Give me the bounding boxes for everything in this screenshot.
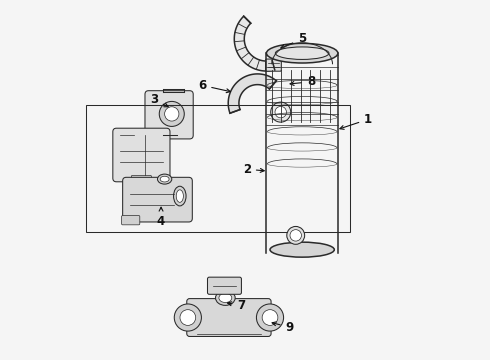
Polygon shape: [234, 16, 275, 71]
Ellipse shape: [173, 186, 186, 206]
Circle shape: [275, 107, 287, 118]
Circle shape: [165, 107, 179, 121]
Circle shape: [256, 304, 284, 331]
Circle shape: [180, 310, 196, 325]
Ellipse shape: [290, 230, 301, 241]
Circle shape: [159, 102, 184, 126]
FancyBboxPatch shape: [131, 175, 151, 185]
FancyBboxPatch shape: [207, 277, 242, 294]
Ellipse shape: [219, 293, 232, 302]
Text: 1: 1: [340, 113, 372, 129]
Ellipse shape: [270, 242, 334, 257]
FancyBboxPatch shape: [122, 216, 140, 225]
Text: 2: 2: [243, 163, 264, 176]
FancyBboxPatch shape: [266, 59, 281, 71]
Circle shape: [270, 102, 291, 122]
Ellipse shape: [267, 43, 338, 63]
Circle shape: [174, 304, 201, 331]
Text: 3: 3: [150, 93, 168, 107]
Polygon shape: [228, 74, 276, 113]
Ellipse shape: [287, 226, 305, 244]
FancyBboxPatch shape: [187, 298, 271, 337]
Circle shape: [262, 310, 278, 325]
Ellipse shape: [160, 176, 169, 182]
FancyBboxPatch shape: [145, 91, 193, 139]
Text: 5: 5: [281, 32, 306, 48]
Ellipse shape: [157, 174, 172, 184]
Ellipse shape: [216, 291, 235, 305]
Text: 6: 6: [198, 79, 230, 93]
Text: 9: 9: [272, 321, 294, 334]
FancyBboxPatch shape: [113, 128, 170, 182]
Text: 4: 4: [157, 207, 165, 228]
Ellipse shape: [176, 190, 183, 202]
Bar: [86, 105, 350, 232]
FancyBboxPatch shape: [122, 177, 192, 222]
Text: 8: 8: [290, 75, 315, 88]
Text: 7: 7: [227, 299, 245, 312]
Ellipse shape: [275, 47, 329, 59]
